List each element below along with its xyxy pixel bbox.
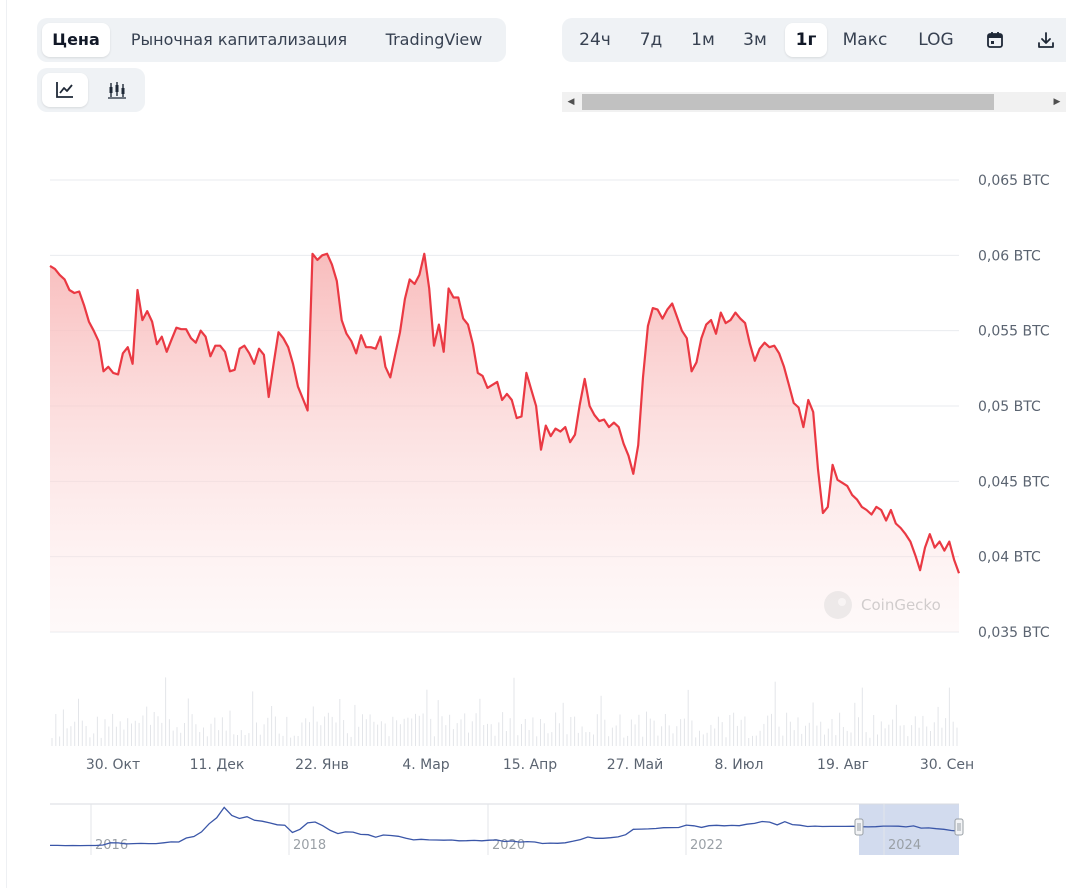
x-tick-label: 15. Апр [503,757,557,773]
x-tick-label: 22. Янв [295,757,349,773]
x-tick-label: 30. Окт [86,757,140,773]
tab-price[interactable]: Цена [42,23,110,57]
log-scale-button[interactable]: LOG [918,30,954,50]
scroll-right-arrow-icon[interactable]: ▶ [1053,97,1061,107]
x-tick-label: 27. Май [607,757,663,773]
calendar-icon [987,32,1003,48]
chart-tabs: Цена Рыночная капитализация TradingView [37,18,506,62]
x-tick-label: 19. Авг [817,757,869,773]
y-tick-label: 0,04 BTC [978,550,1041,566]
range-1y-button[interactable]: 1г [785,23,827,57]
tab-tradingview[interactable]: TradingView [385,30,483,49]
range-1m-button[interactable]: 1м [691,30,715,50]
price-chart: 0,065 BTC 0,06 BTC 0,055 BTC 0,05 BTC 0,045 … [49,173,1050,855]
navigator-year-label: 2022 [690,838,723,853]
price-area-fill [50,253,959,633]
coingecko-watermark: CoinGecko [824,591,941,619]
scrollbar-thumb[interactable] [582,94,994,110]
y-tick-label: 0,065 BTC [978,173,1050,189]
y-tick-label: 0,055 BTC [978,324,1050,340]
x-tick-label: 30. Сен [920,757,974,773]
x-tick-label: 11. Дек [190,757,245,773]
x-tick-label: 4. Мар [402,757,449,773]
x-tick-label: 8. Июл [714,757,763,773]
candlestick-view-button[interactable] [94,73,140,107]
navigator-year-label: 2018 [293,838,326,853]
navigator-handle-right[interactable] [954,818,964,836]
chart-view-toggle [37,68,145,112]
download-button[interactable] [1029,23,1063,57]
navigator[interactable]: 2016 2018 2020 2022 2024 [50,803,964,855]
coingecko-logo-icon [824,591,852,619]
scroll-left-arrow-icon[interactable]: ◀ [567,97,575,107]
navigator-handle-left[interactable] [854,818,864,836]
line-view-button[interactable] [42,73,88,107]
line-chart-icon [56,82,73,98]
y-tick-label: 0,035 BTC [978,625,1050,641]
y-tick-label: 0,05 BTC [978,399,1041,415]
time-range-selector: 24ч 7д 1м 3м 1г Макс LOG [562,18,1066,62]
date-range-button[interactable] [978,23,1012,57]
page-left-border [6,0,7,888]
navigator-year-label: 2016 [95,838,128,853]
download-icon [1038,32,1054,48]
y-tick-label: 0,06 BTC [978,248,1041,264]
navigator-line [50,806,960,847]
range-3m-button[interactable]: 3м [743,30,767,50]
y-tick-label: 0,045 BTC [978,474,1050,490]
candlestick-chart-icon [108,82,126,99]
range-24h-button[interactable]: 24ч [579,30,611,50]
range-7d-button[interactable]: 7д [639,30,663,50]
x-axis-labels: 30. Окт 11. Дек 22. Янв 4. Мар 15. Апр 27. Ма… [86,757,974,773]
tab-market-cap[interactable]: Рыночная капитализация [130,30,348,49]
watermark-text: CoinGecko [861,596,941,614]
y-axis-labels: 0,065 BTC 0,06 BTC 0,055 BTC 0,05 BTC 0,045 … [978,173,1050,641]
navigator-year-grid: 2016 2018 2020 2022 2024 [90,804,921,855]
volume-bars [51,677,958,746]
price-line [49,252,961,574]
range-max-button[interactable]: Макс [842,30,888,50]
toolbar-horizontal-scrollbar[interactable]: ◀ ▶ [562,92,1066,112]
navigator-year-label: 2024 [888,838,921,853]
